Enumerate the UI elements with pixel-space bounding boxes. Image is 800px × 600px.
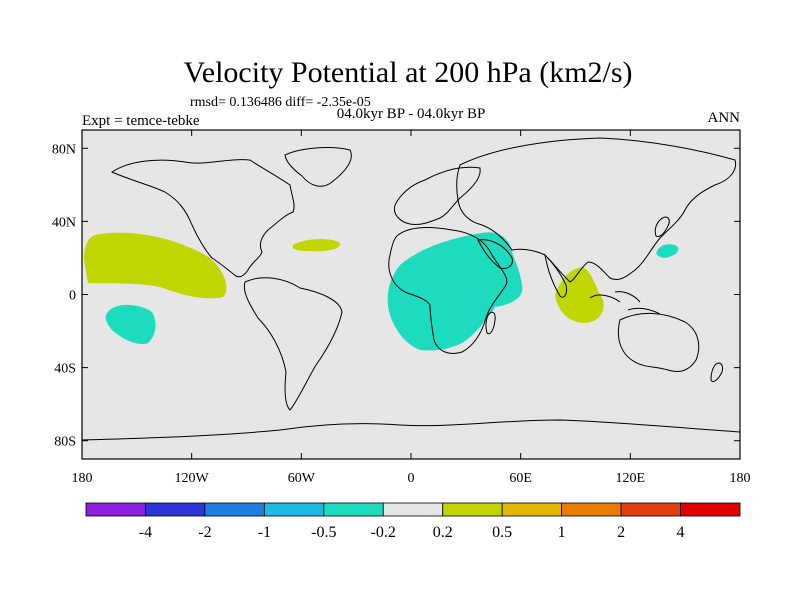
negative-region-africa-indian xyxy=(387,232,523,351)
lat-tick-label: 80S xyxy=(54,435,76,450)
colorbar-swatch xyxy=(85,502,146,517)
lat-tick-label: 80N xyxy=(52,142,76,157)
colorbar-swatch xyxy=(501,502,563,517)
experiment-label: Expt = temce-tebke xyxy=(82,113,200,129)
lon-tick-label: 180 xyxy=(730,471,751,486)
negative-region-south-pacific xyxy=(105,304,156,345)
coastline-asia xyxy=(456,137,737,283)
longitude-axis: 180 120W 60W 0 60E 120E 180 xyxy=(72,130,751,486)
lon-tick-label: 120W xyxy=(175,471,210,486)
season-label: ANN xyxy=(708,110,741,126)
colorbar-swatch xyxy=(145,502,206,517)
positive-region-indian-ocean xyxy=(555,267,604,323)
colorbar-swatch xyxy=(442,502,503,517)
colorbar-label: 0.5 xyxy=(492,524,512,541)
colorbar-swatch xyxy=(382,502,444,517)
coastline-north-america xyxy=(110,159,295,278)
negative-region-west-pacific xyxy=(656,244,679,258)
coastline-new-zealand xyxy=(710,362,723,383)
colorbar-swatch xyxy=(263,502,325,517)
colorbar-label: -1 xyxy=(258,524,271,541)
colorbar-label: 4 xyxy=(677,524,685,541)
colorbar-label: -0.5 xyxy=(311,524,336,541)
coastline-europe xyxy=(393,166,481,225)
contour-regions xyxy=(82,137,740,441)
lon-tick-label: 60W xyxy=(288,471,316,486)
colorbar-swatch xyxy=(323,502,384,517)
positive-region-central-pacific xyxy=(84,232,227,299)
coastline-india xyxy=(544,253,567,298)
lon-tick-label: 0 xyxy=(408,471,415,486)
lon-tick-label: 120E xyxy=(616,471,646,486)
colorbar-label: -2 xyxy=(198,524,211,541)
coastline-arabia xyxy=(477,239,513,269)
colorbar-label: 1 xyxy=(558,524,566,541)
lat-tick-label: 40S xyxy=(54,362,76,377)
positive-region-north-atlantic xyxy=(292,239,341,252)
coastline-japan xyxy=(654,216,670,237)
map-panel: 80N 40N 0 40S 80S 180 120W 60W 0 60E 120E 180 xyxy=(52,129,751,486)
stats-label: rmsd= 0.136486 diff= -2.35e-05 xyxy=(190,95,371,110)
coastlines xyxy=(82,137,740,441)
colorbar-label: -4 xyxy=(139,524,152,541)
coastline-africa xyxy=(388,226,508,354)
lat-tick-label: 40N xyxy=(52,215,76,230)
lon-tick-label: 180 xyxy=(72,471,93,486)
colorbar-label: -0.2 xyxy=(371,524,396,541)
colorbar-label: 0.2 xyxy=(433,524,453,541)
colorbar-swatch xyxy=(680,502,741,517)
coastline-greenland xyxy=(284,147,352,187)
latitude-axis: 80N 40N 0 40S 80S xyxy=(52,142,740,450)
colorbar-label: 2 xyxy=(617,524,625,541)
plot-title: Velocity Potential at 200 hPa (km2/s) xyxy=(183,56,632,89)
colorbar: -4 -2 -1 -0.5 -0.2 0.2 0.5 1 2 4 xyxy=(85,502,741,541)
coastline-south-america xyxy=(243,277,343,411)
coastline-indonesia xyxy=(589,291,661,315)
coastline-madagascar xyxy=(485,311,496,335)
coastline-australia xyxy=(617,312,700,373)
colorbar-swatch xyxy=(620,502,681,517)
coastline-antarctica xyxy=(82,419,740,441)
period-label: 04.0kyr BP - 04.0kyr BP xyxy=(337,106,486,122)
lat-tick-label: 0 xyxy=(69,289,76,304)
colorbar-swatch xyxy=(204,502,265,517)
colorbar-swatch xyxy=(561,502,622,517)
lon-tick-label: 60E xyxy=(509,471,532,486)
